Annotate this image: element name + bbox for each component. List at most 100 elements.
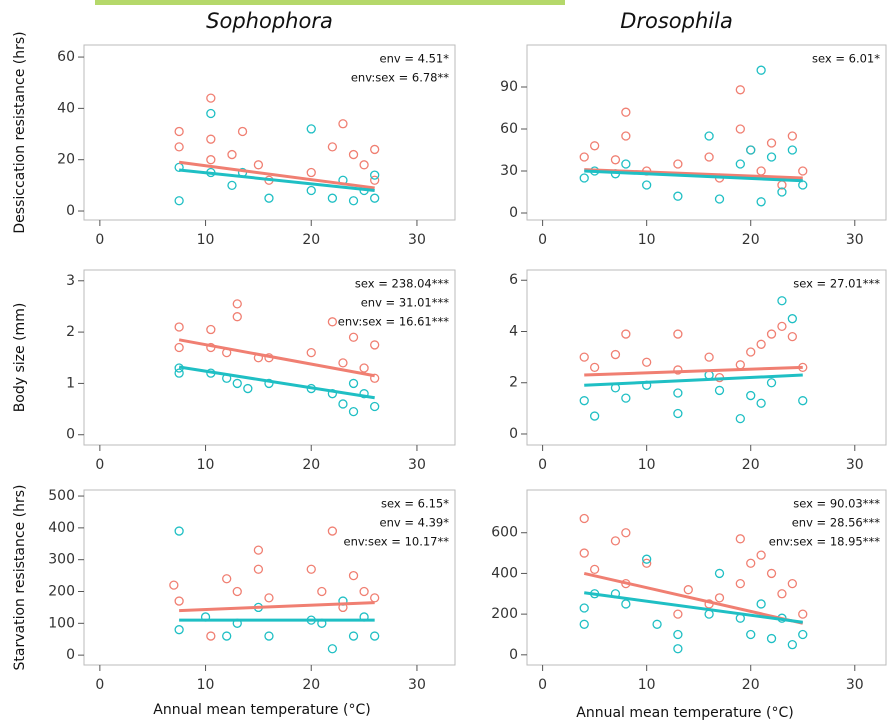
data-point bbox=[174, 322, 184, 332]
data-point bbox=[787, 331, 797, 342]
data-point bbox=[579, 152, 589, 162]
data-point bbox=[579, 396, 589, 406]
data-point bbox=[253, 564, 264, 574]
data-point bbox=[359, 363, 369, 373]
y-tick-label: 100 bbox=[48, 615, 75, 631]
data-point bbox=[579, 513, 589, 524]
data-point bbox=[756, 339, 766, 349]
stat-annotation: env = 31.01*** bbox=[361, 296, 450, 310]
x-tick-label: 20 bbox=[302, 457, 320, 473]
data-point bbox=[735, 413, 745, 424]
x-tick-label: 10 bbox=[638, 457, 656, 473]
data-point bbox=[237, 126, 248, 137]
data-point bbox=[232, 299, 242, 309]
y-axis-label: Starvation resistance (hrs) bbox=[12, 485, 28, 671]
y-axis-label: Body size (mm) bbox=[12, 303, 28, 413]
y-tick-label: 0 bbox=[66, 203, 75, 219]
data-point bbox=[756, 398, 766, 408]
data-point bbox=[735, 124, 745, 134]
data-point bbox=[232, 312, 242, 322]
stat-annotation: sex = 6.15* bbox=[381, 497, 449, 511]
data-point bbox=[370, 593, 380, 603]
data-point bbox=[642, 180, 652, 190]
stat-annotation: sex = 238.04*** bbox=[355, 277, 449, 291]
x-tick-label: 30 bbox=[408, 677, 426, 693]
data-point bbox=[621, 599, 631, 609]
data-point bbox=[174, 196, 184, 206]
y-tick-label: 90 bbox=[500, 79, 518, 95]
data-point bbox=[579, 173, 589, 183]
stat-annotation: env:sex = 6.78** bbox=[351, 71, 449, 85]
data-point bbox=[174, 596, 184, 606]
data-point bbox=[642, 357, 652, 367]
y-tick-label: 2 bbox=[66, 324, 75, 340]
data-point bbox=[673, 408, 683, 419]
y-tick-label: 0 bbox=[509, 205, 518, 221]
x-axis-label: Annual mean temperature (°C) bbox=[576, 705, 793, 721]
data-point bbox=[714, 568, 725, 579]
data-point bbox=[798, 166, 808, 176]
y-tick-label: 300 bbox=[48, 552, 75, 568]
data-point bbox=[610, 536, 621, 546]
fit-line bbox=[584, 591, 803, 624]
data-point bbox=[306, 347, 316, 358]
x-tick-label: 0 bbox=[538, 457, 547, 473]
data-point bbox=[704, 152, 714, 162]
x-tick-label: 0 bbox=[95, 677, 104, 693]
data-point bbox=[787, 145, 797, 155]
data-point bbox=[370, 340, 380, 350]
plot-frame bbox=[526, 44, 887, 221]
data-point bbox=[714, 593, 725, 603]
y-tick-label: 4 bbox=[509, 323, 518, 339]
data-point bbox=[642, 558, 652, 568]
stat-annotation: sex = 90.03*** bbox=[793, 497, 880, 511]
data-point bbox=[798, 180, 808, 190]
data-point bbox=[174, 126, 184, 137]
data-point bbox=[766, 568, 777, 579]
y-tick-label: 60 bbox=[500, 121, 518, 137]
y-tick-label: 400 bbox=[48, 520, 75, 536]
data-point bbox=[253, 160, 264, 170]
data-point bbox=[370, 401, 380, 412]
stat-annotation: sex = 27.01*** bbox=[793, 277, 880, 291]
y-tick-label: 0 bbox=[66, 647, 75, 663]
y-tick-label: 3 bbox=[66, 273, 75, 289]
x-tick-label: 20 bbox=[742, 457, 760, 473]
fit-line bbox=[178, 338, 375, 378]
data-point bbox=[306, 564, 316, 574]
x-tick-label: 30 bbox=[408, 457, 426, 473]
data-point bbox=[777, 321, 787, 332]
y-tick-label: 0 bbox=[509, 647, 518, 663]
data-point bbox=[673, 388, 683, 398]
data-point bbox=[787, 131, 797, 141]
data-point bbox=[232, 586, 242, 597]
y-tick-label: 0 bbox=[66, 427, 75, 443]
data-point bbox=[798, 396, 808, 406]
stat-annotation: env = 4.51* bbox=[380, 52, 450, 66]
data-point bbox=[579, 603, 589, 613]
y-tick-label: 0 bbox=[509, 426, 518, 442]
data-point bbox=[348, 570, 359, 581]
x-tick-label: 10 bbox=[197, 457, 215, 473]
x-tick-label: 0 bbox=[538, 677, 547, 693]
x-tick-label: 30 bbox=[408, 232, 426, 248]
data-point bbox=[756, 550, 766, 560]
data-point bbox=[766, 633, 777, 644]
x-tick-label: 20 bbox=[742, 677, 760, 693]
fit-line bbox=[584, 365, 803, 377]
data-point bbox=[370, 144, 380, 155]
data-point bbox=[735, 534, 745, 544]
y-tick-label: 6 bbox=[509, 272, 518, 288]
data-point bbox=[621, 131, 631, 141]
data-point bbox=[735, 360, 745, 370]
data-point bbox=[338, 119, 348, 129]
data-point bbox=[787, 640, 797, 650]
data-point bbox=[756, 197, 766, 207]
x-tick-label: 10 bbox=[638, 677, 656, 693]
data-point bbox=[673, 365, 683, 375]
data-point bbox=[746, 629, 756, 640]
plot-frame bbox=[83, 44, 456, 221]
y-tick-label: 40 bbox=[57, 100, 75, 116]
data-point bbox=[683, 585, 693, 595]
